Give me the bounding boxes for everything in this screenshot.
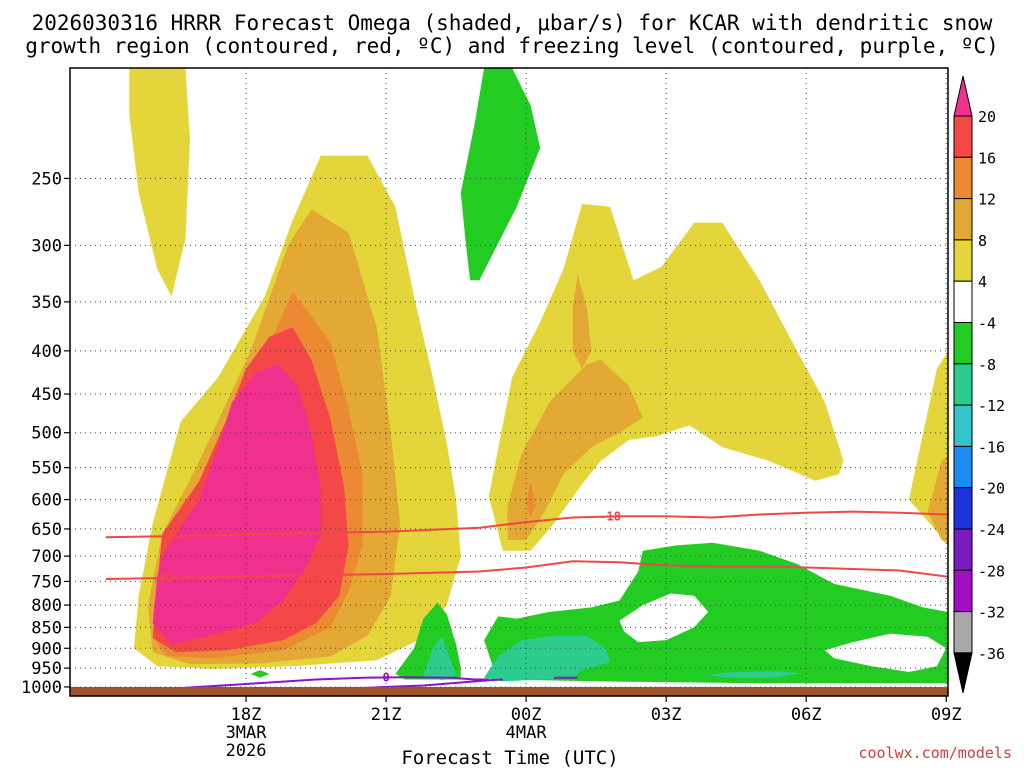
colorbar-swatch-3 xyxy=(953,198,973,241)
colorbar-label--24: -24 xyxy=(978,521,1005,539)
y-tick-label-450: 450 xyxy=(31,385,62,405)
red-contour-label--12: -12 xyxy=(151,571,173,585)
colorbar-swatch-8 xyxy=(953,404,973,447)
omega-region-8-3 xyxy=(572,274,592,369)
colorbar-swatch-6 xyxy=(953,322,973,365)
colorbar-swatch-7 xyxy=(953,363,973,406)
omega-region--8-2 xyxy=(484,635,611,682)
purple-contour-0 xyxy=(185,676,489,689)
purple-contour-segment-1 xyxy=(367,678,503,689)
chart-title-line-2: growth region (contoured, red, ºC) and f… xyxy=(25,34,999,58)
y-tick-label-300: 300 xyxy=(31,236,62,256)
y-tick-label-400: 400 xyxy=(31,342,62,362)
colorbar-label--20: -20 xyxy=(978,480,1005,498)
omega-region-8-4 xyxy=(927,456,948,544)
colorbar-label-20: 20 xyxy=(978,108,996,126)
omega-region-20-1 xyxy=(152,364,321,645)
colorbar-label--4: -4 xyxy=(978,315,996,333)
colorbar-swatch-11 xyxy=(953,528,973,571)
colorbar-label--16: -16 xyxy=(978,438,1005,456)
x-tick-label-2026: 2026 xyxy=(226,741,267,761)
y-tick-label-650: 650 xyxy=(31,520,62,540)
y-tick-label-350: 350 xyxy=(31,293,62,313)
purple-contour-label-0: 0 xyxy=(382,670,389,684)
y-tick-label-550: 550 xyxy=(31,459,62,479)
y-axis: 2503003504004505005506006507007508008509… xyxy=(21,169,70,698)
colorbar-swatch-1 xyxy=(953,115,973,158)
y-tick-label-600: 600 xyxy=(31,491,62,511)
omega-region--4-4 xyxy=(250,670,270,678)
colorbar-swatch-13 xyxy=(953,611,973,654)
x-tick-label-4MAR: 4MAR xyxy=(506,723,548,743)
colorbar-label--28: -28 xyxy=(978,562,1005,580)
plot-area: -18 -12 0 250 300 350 400 450 500 550 600 650 700 75… xyxy=(21,67,962,761)
omega-region--8-1 xyxy=(423,635,457,681)
colorbar-swatch-9 xyxy=(953,445,973,489)
omega-region-8-2 xyxy=(507,359,643,540)
x-axis-title: Forecast Time (UTC) xyxy=(401,747,618,768)
y-tick-label-950: 950 xyxy=(31,659,62,679)
plot-frame xyxy=(69,67,949,697)
red-contour--12 xyxy=(105,560,948,580)
y-tick-label-250: 250 xyxy=(31,169,62,189)
y-tick-label-850: 850 xyxy=(31,618,62,638)
colorbar-swatch-5 xyxy=(953,280,973,324)
omega-colorbar: 20 16 12 8 4 -4 -8 -12 -16 -20 -24 -28 -32 -36 xyxy=(953,75,1005,694)
terrain-below-ground xyxy=(70,686,948,696)
x-tick-label-03Z: 03Z xyxy=(651,705,682,725)
colorbar-bottom-arrow xyxy=(953,652,973,694)
x-tick-label-21Z: 21Z xyxy=(371,705,402,725)
x-tick-label-06Z: 06Z xyxy=(791,705,822,725)
omega-region--8-3 xyxy=(708,671,802,678)
omega-region--4-1 xyxy=(460,68,541,281)
colorbar-label--12: -12 xyxy=(978,397,1005,415)
colorbar-label--36: -36 xyxy=(978,645,1005,663)
x-tick-label-09Z: 09Z xyxy=(931,705,962,725)
red-contour--18 xyxy=(105,510,948,539)
y-tick-label-750: 750 xyxy=(31,572,62,592)
y-tick-label-1000: 1000 xyxy=(21,678,62,698)
y-tick-label-900: 900 xyxy=(31,639,62,659)
colorbar-label-12: 12 xyxy=(978,191,996,209)
colorbar-swatch-10 xyxy=(953,487,973,530)
omega-region--4-hole-1 xyxy=(619,593,709,643)
x-tick-label-3MAR: 3MAR xyxy=(226,723,268,743)
colorbar-label-8: 8 xyxy=(978,232,987,250)
red-contour-label--18: -18 xyxy=(599,509,621,523)
y-tick-label-800: 800 xyxy=(31,596,62,616)
colorbar-swatch-2 xyxy=(953,156,973,200)
colorbar-label-16: 16 xyxy=(978,149,996,167)
chart-title-line-1: 2026030316 HRRR Forecast Omega (shaded, … xyxy=(32,11,993,35)
temperature-contours: -18 -12 0 xyxy=(105,509,948,689)
y-tick-label-500: 500 xyxy=(31,424,62,444)
x-tick-label-18Z: 18Z xyxy=(231,705,262,725)
colorbar-label--8: -8 xyxy=(978,356,996,374)
credit-text: coolwx.com/models xyxy=(858,744,1012,762)
chart-title: 2026030316 HRRR Forecast Omega (shaded, … xyxy=(25,11,999,58)
colorbar-swatch-4 xyxy=(953,239,973,282)
x-tick-label-00Z: 00Z xyxy=(511,705,542,725)
colorbar-label-4: 4 xyxy=(978,273,987,291)
y-tick-label-700: 700 xyxy=(31,547,62,567)
colorbar-label--32: -32 xyxy=(978,604,1005,622)
omega-region-4-1 xyxy=(129,68,190,297)
colorbar-swatch-12 xyxy=(953,569,973,613)
omega-region--4-hole-2 xyxy=(824,633,947,672)
